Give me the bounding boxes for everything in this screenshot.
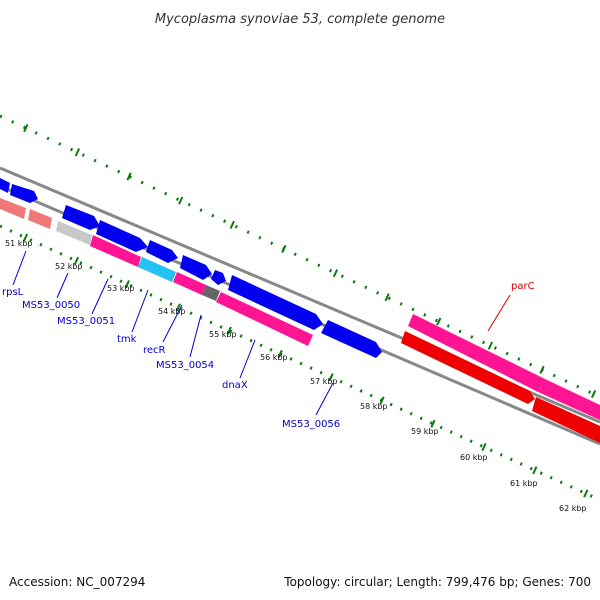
gene-label-ms53-0054: MS53_0054 — [156, 360, 214, 371]
cds-magenta-3 — [216, 292, 313, 346]
major-tick — [487, 341, 494, 350]
cds-gray — [56, 221, 92, 245]
cds-ms53-0050 — [96, 220, 148, 252]
map-title: Mycoplasma synoviae 53, complete genome — [155, 12, 445, 27]
kbp-label: 60 kbp — [460, 453, 488, 462]
gene-label-ms53-0051: MS53_0051 — [57, 316, 115, 327]
major-tick — [436, 317, 442, 326]
leader-tmk — [131, 289, 149, 333]
cds-dark — [202, 285, 220, 301]
major-tick — [23, 124, 29, 133]
cds-magenta-right — [538, 379, 600, 420]
cds-recr — [211, 270, 226, 285]
leader-parc — [487, 294, 511, 332]
major-tick — [328, 373, 334, 382]
cds-magenta-2 — [173, 272, 206, 295]
major-tick — [73, 256, 80, 265]
gene-label-dnax: dnaX — [222, 380, 248, 391]
cds-parc — [408, 314, 545, 392]
major-tick — [22, 233, 29, 242]
kbp-label: 52 kbp — [55, 262, 83, 271]
outer-tick-track — [0, 114, 600, 399]
major-tick — [178, 196, 184, 205]
gene-label-ms53-0050: MS53_0050 — [22, 300, 80, 311]
gene-label-leaders — [12, 250, 511, 416]
kbp-label: 53 kbp — [107, 284, 135, 293]
gene-label-tmk: tmk — [117, 334, 137, 345]
kbp-major-ticks — [22, 233, 589, 498]
major-tick — [532, 466, 538, 475]
major-tick — [384, 293, 390, 302]
leader-dnax — [239, 339, 256, 379]
leader-ms53-0050 — [56, 272, 69, 299]
cds-ms53-0051 — [146, 240, 178, 263]
major-tick — [539, 365, 545, 374]
leader-rpsl — [12, 250, 27, 286]
major-tick — [124, 280, 130, 289]
gene-label-ms53-0056: MS53_0056 — [282, 419, 340, 430]
genome-summary-text: Topology: circular; Length: 799,476 bp; … — [283, 575, 591, 589]
gene-label-parc: parC — [511, 281, 535, 292]
cds-red-2 — [532, 397, 600, 443]
major-tick — [281, 244, 287, 254]
kbp-label: 62 kbp — [559, 504, 587, 513]
gene-labels: rpsL MS53_0050 MS53_0051 tmk recR MS53_0… — [2, 281, 535, 430]
cds-blue-2 — [62, 205, 100, 230]
major-tick — [430, 419, 436, 428]
major-tick — [126, 172, 132, 181]
major-tick — [481, 442, 487, 452]
major-tick — [74, 148, 81, 157]
cds-magenta-1 — [90, 235, 141, 267]
major-tick — [226, 326, 232, 335]
kbp-label: 55 kbp — [209, 330, 237, 339]
kbp-labels: 51 kbp 52 kbp 53 kbp 54 kbp 55 kbp 56 kb… — [5, 239, 587, 513]
major-tick — [277, 349, 283, 359]
kbp-label: 57 kbp — [310, 377, 338, 386]
kbp-label: 58 kbp — [360, 402, 388, 411]
gene-label-rpsl: rpsL — [2, 287, 24, 298]
cds-cyan — [138, 257, 176, 282]
kbp-label: 51 kbp — [5, 239, 33, 248]
cds-salmon-1 — [0, 198, 26, 219]
cds-tmk — [180, 255, 212, 280]
leader-ms53-0054 — [189, 314, 202, 358]
cds-ms53-0056 — [321, 320, 382, 358]
cds-dnax — [228, 275, 323, 330]
kbp-label: 59 kbp — [411, 427, 439, 436]
gene-label-recr: recR — [143, 345, 166, 356]
kbp-label: 54 kbp — [158, 307, 186, 316]
outer-major-ticks — [23, 124, 597, 399]
major-tick — [175, 303, 181, 312]
leader-ms53-0056 — [315, 382, 334, 416]
cds-salmon-2 — [28, 209, 52, 229]
cds-rpsl-region — [0, 178, 10, 193]
leader-recr — [162, 304, 183, 343]
major-tick — [379, 396, 385, 405]
cds-blue-1 — [10, 184, 38, 203]
leader-ms53-0051 — [91, 278, 109, 315]
cds-red-1 — [401, 331, 535, 404]
accession-text: Accession: NC_007294 — [9, 575, 145, 589]
major-tick — [583, 489, 589, 498]
major-tick — [332, 269, 339, 278]
major-tick — [229, 220, 235, 229]
major-tick — [590, 389, 597, 399]
kbp-label: 61 kbp — [510, 479, 538, 488]
kbp-label: 56 kbp — [260, 353, 288, 362]
